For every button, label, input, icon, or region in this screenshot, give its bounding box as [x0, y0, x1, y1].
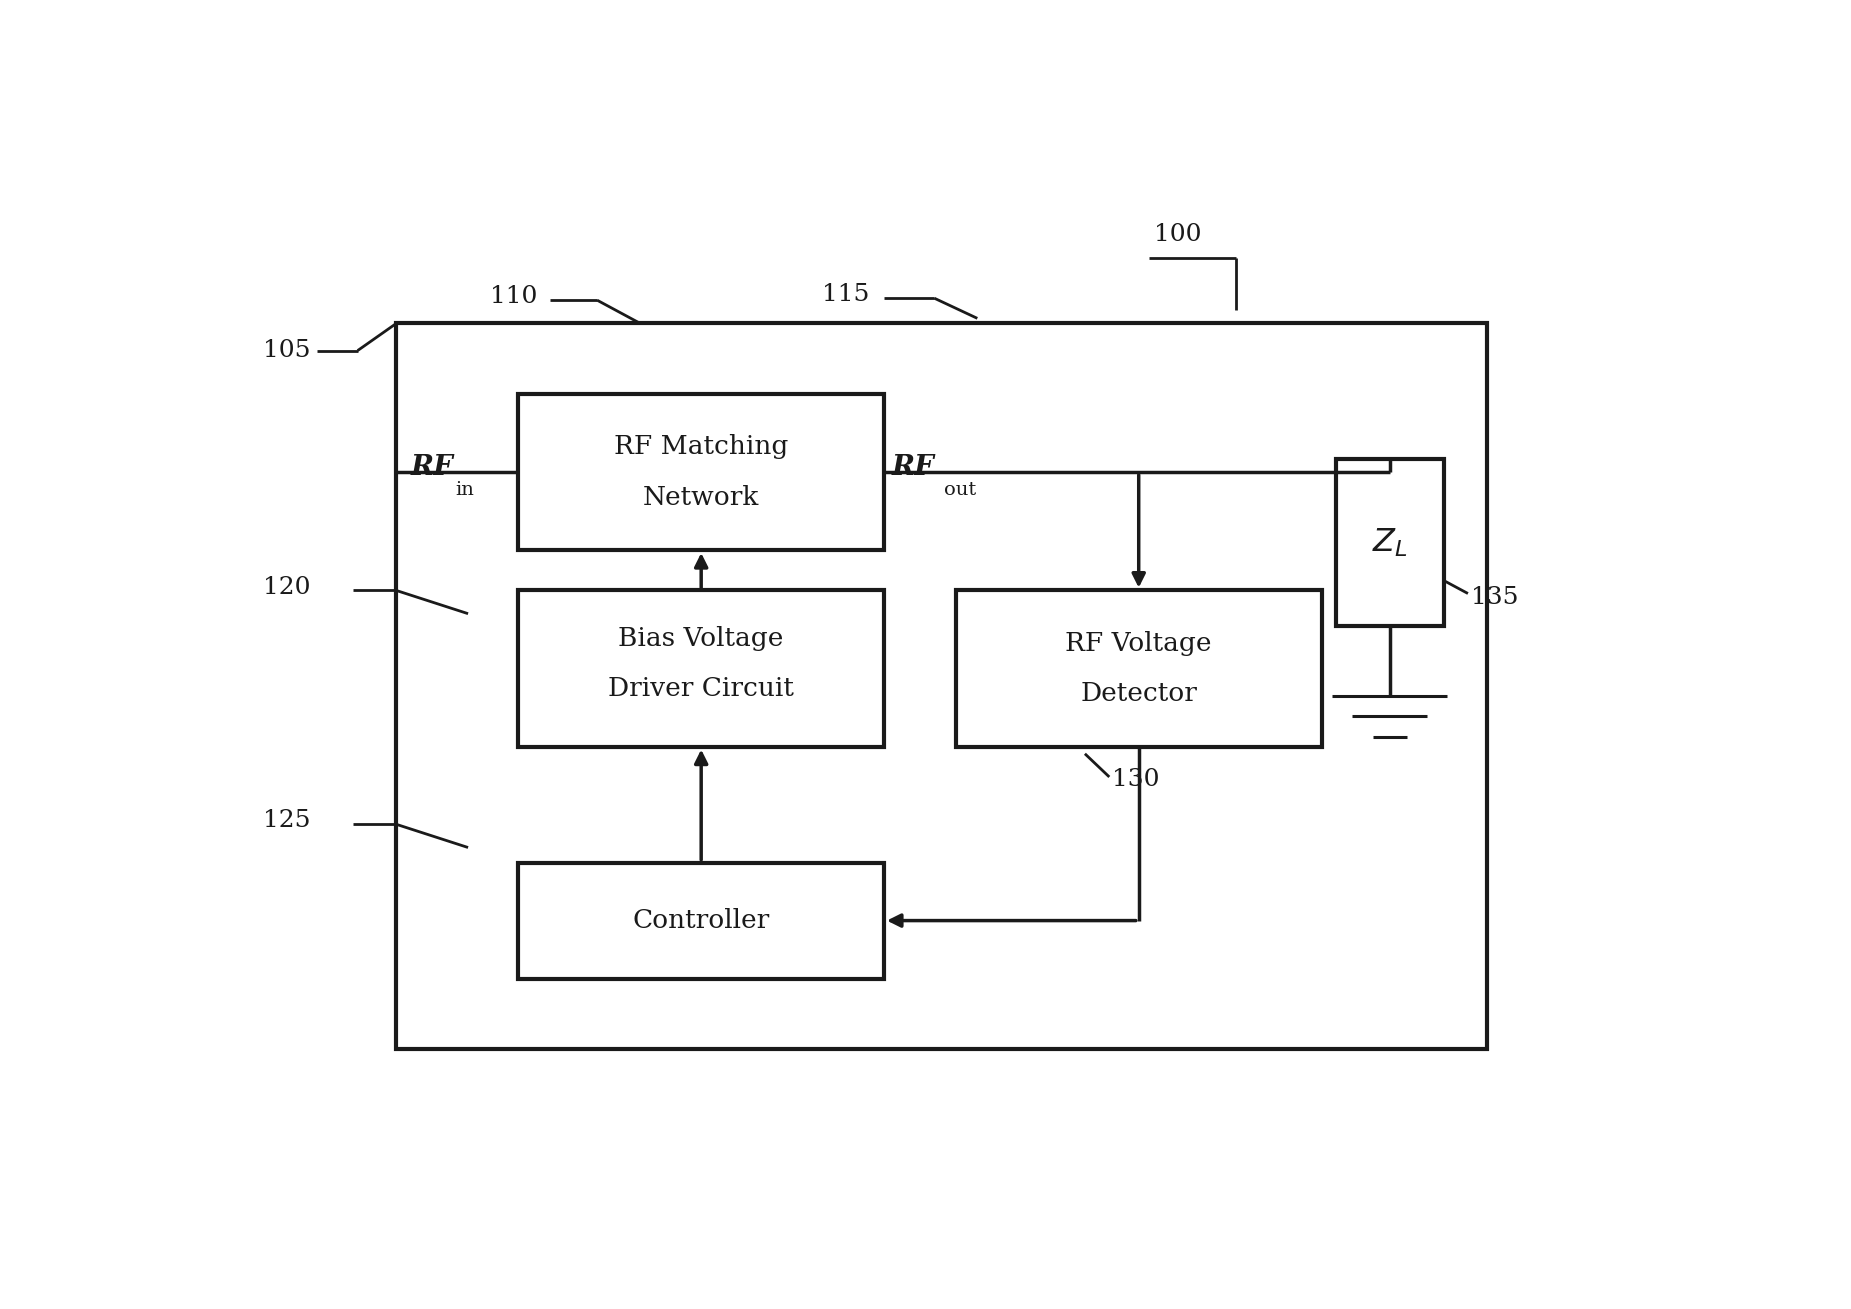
Text: Network: Network: [642, 484, 759, 509]
Bar: [1336, 459, 1444, 626]
Text: Driver Circuit: Driver Circuit: [609, 677, 794, 702]
Text: Controller: Controller: [633, 908, 770, 933]
Bar: [518, 590, 885, 746]
Text: RF Voltage: RF Voltage: [1066, 631, 1212, 656]
Text: 125: 125: [263, 809, 311, 831]
Text: 110: 110: [489, 284, 537, 308]
Bar: [955, 590, 1322, 746]
Text: 120: 120: [263, 576, 311, 600]
Text: 135: 135: [1472, 586, 1518, 609]
Text: $Z_L$: $Z_L$: [1372, 526, 1407, 559]
Text: 115: 115: [822, 283, 870, 306]
Text: RF Matching: RF Matching: [615, 435, 789, 459]
Text: in: in: [455, 482, 474, 499]
Text: 105: 105: [263, 339, 311, 363]
Text: Bias Voltage: Bias Voltage: [618, 626, 783, 651]
Text: 100: 100: [1153, 223, 1201, 246]
Text: out: out: [944, 482, 977, 499]
Bar: [518, 863, 885, 979]
Text: RF: RF: [411, 453, 453, 480]
Text: Detector: Detector: [1081, 681, 1198, 707]
Text: RF: RF: [892, 453, 935, 480]
Bar: [396, 323, 1486, 1049]
Text: 130: 130: [1112, 768, 1161, 792]
Bar: [518, 394, 885, 550]
